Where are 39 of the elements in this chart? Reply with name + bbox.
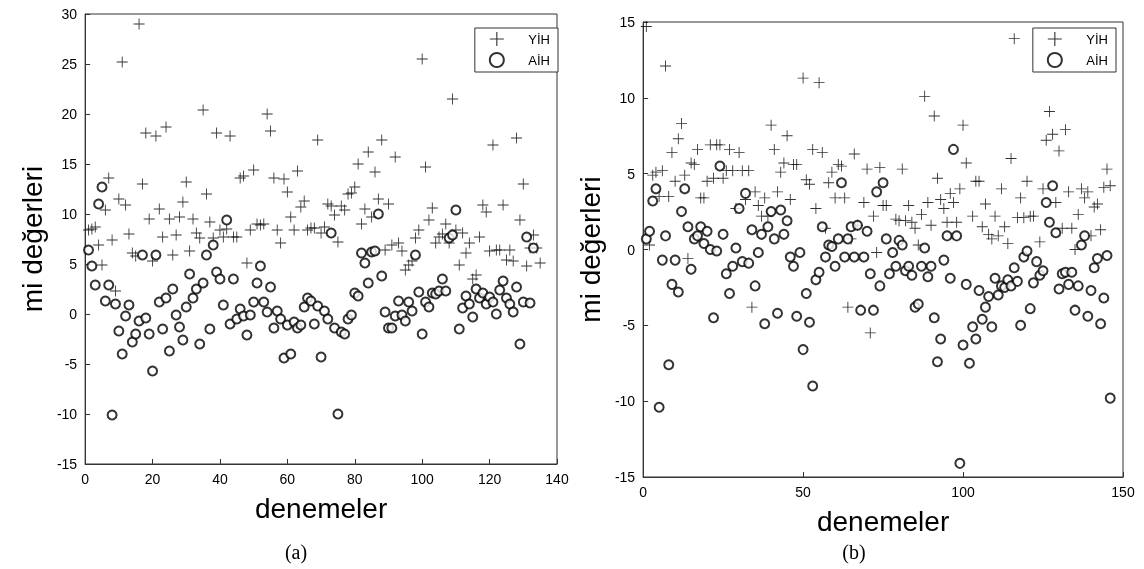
y-tick-label: 20: [61, 106, 78, 122]
y-tick-label: 10: [61, 206, 78, 222]
y-tick-label: -5: [64, 356, 78, 372]
y-tick-label: 0: [627, 241, 636, 258]
x-tick-label: 100: [951, 484, 975, 500]
x-tick-label: 0: [639, 484, 648, 500]
y-tick-label: 15: [61, 156, 78, 172]
x-tick-label: 100: [410, 471, 435, 487]
y-tick-label: 0: [69, 306, 78, 322]
x-tick-label: 50: [795, 484, 812, 500]
x-tick-label: 120: [477, 471, 502, 487]
y-tick-label: 25: [61, 56, 78, 72]
y-axis-title: mi değerleri: [16, 165, 48, 313]
y-tick-label: 30: [61, 6, 78, 22]
legend-label: YİH: [528, 31, 550, 47]
y-axis-title: mi değerleri: [574, 176, 606, 323]
y-tick-label: -5: [622, 317, 636, 334]
x-tick-label: 80: [346, 471, 363, 487]
y-tick-label: 15: [619, 14, 636, 30]
y-tick-label: 10: [619, 89, 636, 106]
y-tick-label: -15: [56, 456, 78, 472]
legend-label: YİH: [1086, 31, 1108, 47]
y-tick-label: -10: [56, 406, 78, 422]
x-tick-label: 150: [1111, 484, 1135, 500]
legend-label: AİH: [528, 52, 550, 68]
y-tick-label: 5: [627, 165, 636, 182]
text: (b): [842, 541, 866, 564]
y-tick-label: 5: [69, 256, 78, 272]
x-axis-title: denemeler: [254, 492, 388, 524]
x-tick-label: 20: [144, 471, 161, 487]
y-tick-label: -10: [614, 393, 636, 410]
legend-label: AİH: [1086, 52, 1108, 68]
x-tick-label: 60: [279, 471, 296, 487]
x-tick-label: 0: [81, 471, 90, 487]
x-axis-title: denemeler: [816, 505, 950, 537]
text: (a): [284, 541, 308, 564]
x-tick-label: 140: [545, 471, 569, 487]
y-tick-label: -15: [614, 469, 636, 485]
x-tick-label: 40: [212, 471, 228, 487]
